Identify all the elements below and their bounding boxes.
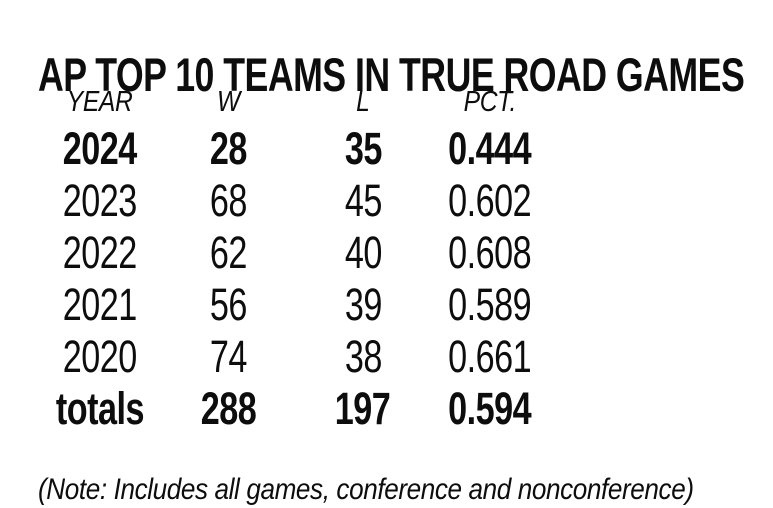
cell-pct-2022: 0.608	[434, 226, 546, 278]
page-title-text: AP TOP 10 TEAMS IN TRUE ROAD GAMES	[38, 48, 745, 102]
year-value: 2023	[62, 174, 138, 226]
pct-value: 0.602	[448, 174, 532, 226]
cell-wins-2021: 56	[165, 278, 292, 330]
losses-value: 45	[344, 174, 382, 226]
column-header-pct: PCT.	[434, 82, 546, 122]
column-header-year-label: YEAR	[67, 85, 133, 118]
pct-value: 0.661	[448, 330, 532, 382]
losses-value: 38	[344, 330, 382, 382]
cell-year-2021: 2021	[35, 278, 165, 330]
column-header-wins: W	[165, 82, 292, 122]
year-value: 2024	[62, 122, 138, 174]
cell-pct-2020: 0.661	[434, 330, 546, 382]
cell-losses-2020: 38	[292, 330, 434, 382]
cell-losses-2021: 39	[292, 278, 434, 330]
footnote: (Note: Includes all games, conference an…	[38, 472, 773, 508]
cell-wins-2020: 74	[165, 330, 292, 382]
wins-value: 56	[209, 278, 248, 330]
footnote-text: (Note: Includes all games, conference an…	[38, 473, 694, 506]
column-header-year: YEAR	[35, 82, 165, 122]
cell-year-2024: 2024	[35, 122, 165, 174]
page-title: AP TOP 10 TEAMS IN TRUE ROAD GAMES	[38, 51, 773, 98]
cell-wins-2023: 68	[165, 174, 292, 226]
cell-year-2023: 2023	[35, 174, 165, 226]
cell-pct-2021: 0.589	[434, 278, 546, 330]
cell-wins-totals: 288	[165, 382, 292, 434]
cell-pct-2024: 0.444	[434, 122, 546, 174]
totals-label: totals	[55, 382, 145, 434]
wins-total-value: 288	[200, 382, 257, 434]
year-value: 2020	[62, 330, 138, 382]
cell-pct-totals: 0.594	[434, 382, 546, 434]
pct-total-value: 0.594	[448, 382, 532, 434]
cell-losses-2023: 45	[292, 174, 434, 226]
cell-year-2022: 2022	[35, 226, 165, 278]
year-value: 2022	[62, 226, 138, 278]
cell-losses-2024: 35	[292, 122, 434, 174]
cell-pct-2023: 0.602	[434, 174, 546, 226]
losses-value: 40	[344, 226, 382, 278]
cell-losses-totals: 197	[292, 382, 434, 434]
year-value: 2021	[62, 278, 138, 330]
column-header-losses-label: L	[356, 85, 370, 118]
wins-value: 62	[209, 226, 248, 278]
losses-value: 35	[344, 122, 382, 174]
wins-value: 28	[209, 122, 248, 174]
wins-value: 74	[209, 330, 248, 382]
pct-value: 0.589	[448, 278, 532, 330]
cell-wins-2024: 28	[165, 122, 292, 174]
column-header-pct-label: PCT.	[463, 85, 517, 118]
cell-losses-2022: 40	[292, 226, 434, 278]
wins-value: 68	[209, 174, 248, 226]
losses-total-value: 197	[335, 382, 391, 434]
column-header-wins-label: W	[217, 85, 240, 118]
column-header-losses: L	[292, 82, 434, 122]
stats-table: YEAR W L PCT. 2024 28 35 0.444 2023 68 4…	[35, 82, 546, 434]
pct-value: 0.608	[448, 226, 532, 278]
cell-wins-2022: 62	[165, 226, 292, 278]
pct-value: 0.444	[448, 122, 532, 174]
losses-value: 39	[344, 278, 382, 330]
cell-year-2020: 2020	[35, 330, 165, 382]
cell-year-totals: totals	[35, 382, 165, 434]
